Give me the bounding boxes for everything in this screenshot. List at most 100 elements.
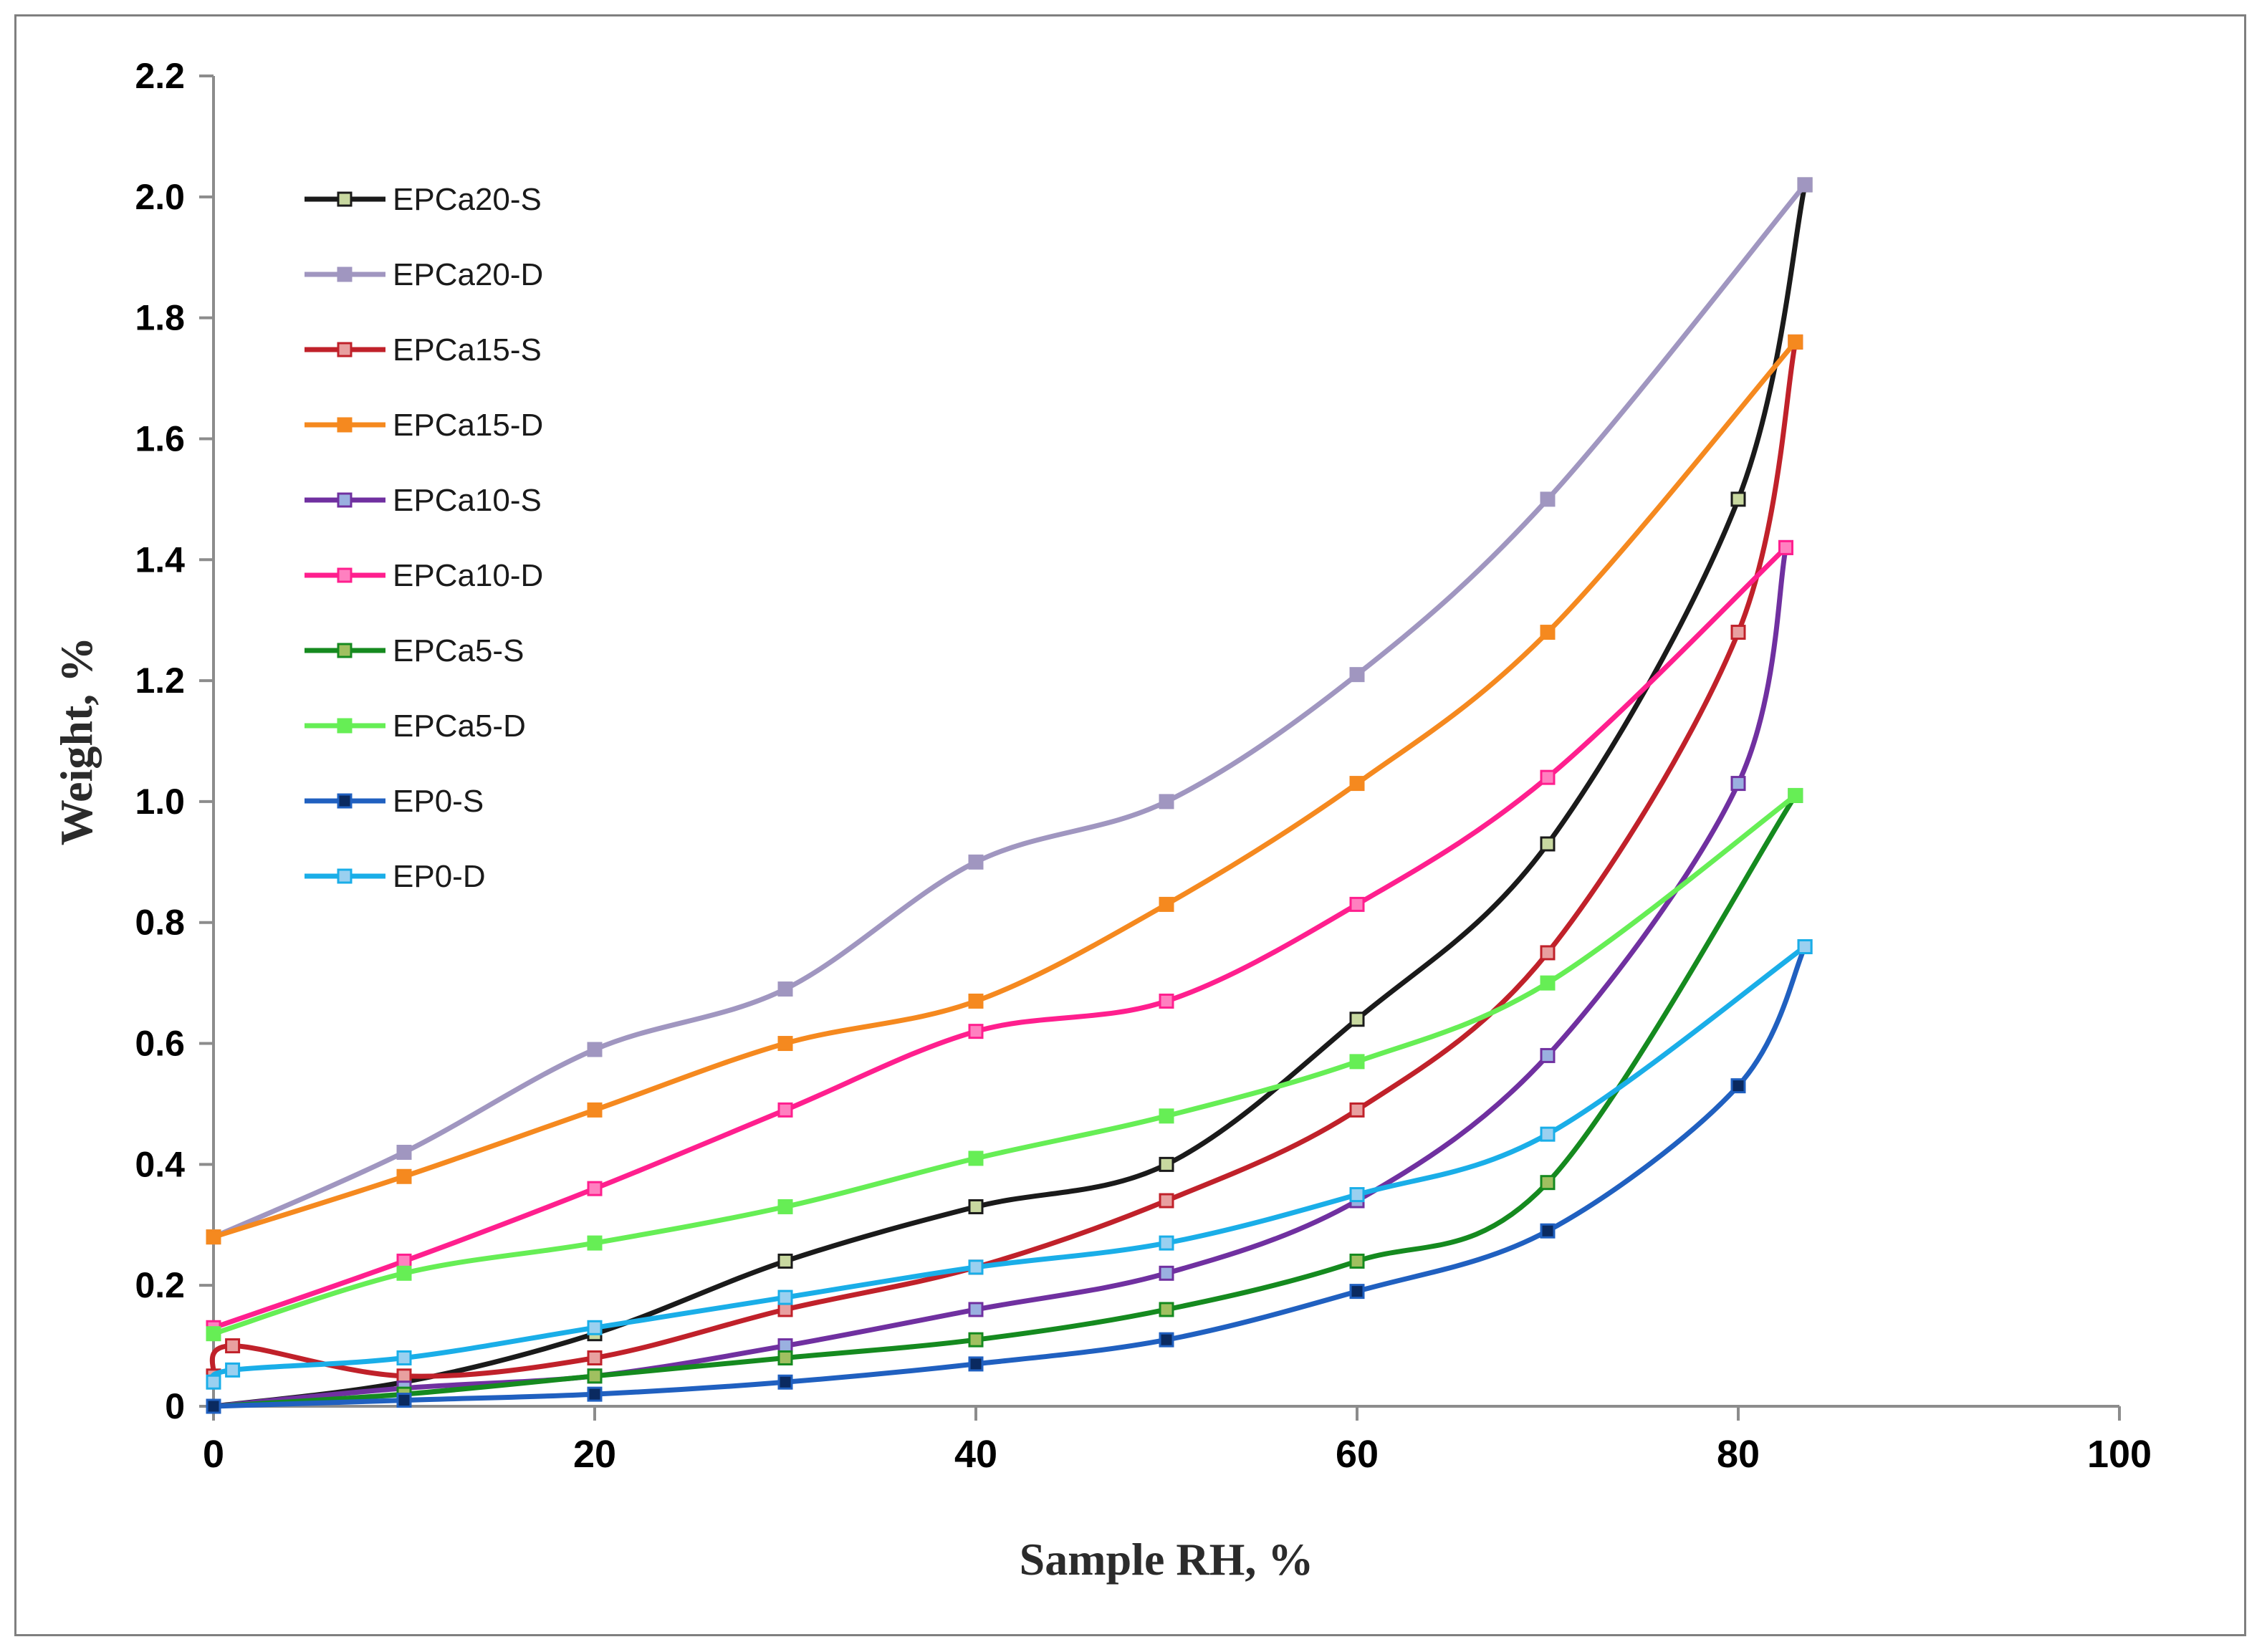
series-line-epca20-d (211, 182, 1808, 1240)
legend-entry-epca10-s: EPCa10-S (305, 483, 542, 518)
data-point (1349, 776, 1365, 792)
y-tick-label: 2.2 (135, 56, 185, 96)
data-point (396, 1265, 412, 1281)
data-point (1349, 1284, 1365, 1300)
data-point (1159, 1156, 1174, 1172)
data-point (206, 1326, 221, 1342)
y-tick-label: 1.2 (135, 661, 185, 701)
data-point (968, 1259, 984, 1275)
data-point (777, 1253, 793, 1269)
data-point (1159, 1265, 1174, 1281)
data-point (587, 1235, 603, 1251)
data-point (1349, 667, 1365, 683)
data-point (1540, 491, 1556, 507)
data-point (777, 1199, 793, 1214)
series-line-epca5-d (211, 793, 1798, 1337)
data-point (1159, 1108, 1174, 1124)
data-point (1159, 1332, 1174, 1348)
data-point (777, 1374, 793, 1390)
data-point (206, 1229, 221, 1245)
legend-marker (337, 868, 353, 884)
chart-frame: 0 0.2 0.4 0.6 0.8 1.0 1.2 1.4 1.6 1.8 2.0 2.2 0 20 40 6… (14, 14, 2246, 1636)
legend-marker (337, 643, 353, 658)
legend-label: EPCa5-D (393, 709, 526, 744)
y-tick-label: 1.0 (135, 782, 185, 822)
legend-entry-ep0-d: EP0-D (305, 859, 486, 894)
legend-label: EP0-D (393, 859, 486, 894)
line-chart: 0 0.2 0.4 0.6 0.8 1.0 1.2 1.4 1.6 1.8 2.0 2.2 0 20 40 6… (51, 56, 2152, 1585)
data-point (396, 1350, 412, 1365)
series-line-epca10-d (211, 544, 1788, 1330)
data-point (968, 1199, 984, 1214)
data-point (1788, 787, 1803, 803)
series-line-ep0-s (211, 944, 1808, 1409)
legend-label: EPCa15-D (393, 408, 543, 443)
data-point (777, 1338, 793, 1354)
data-point (587, 1181, 603, 1196)
legend-label: EPCa5-S (393, 633, 524, 668)
data-point (1159, 896, 1174, 912)
series-layer (206, 177, 1813, 1414)
legend-entry-epca15-d: EPCa15-D (305, 408, 543, 443)
data-point (777, 1302, 793, 1317)
legend-entry-ep0-s: EP0-S (305, 784, 484, 819)
data-point (1540, 1047, 1556, 1063)
data-point (1540, 769, 1556, 785)
axes: 0 0.2 0.4 0.6 0.8 1.0 1.2 1.4 1.6 1.8 2.0 2.2 0 20 40 6… (135, 56, 2152, 1476)
data-point (1159, 993, 1174, 1009)
data-point (777, 1290, 793, 1305)
data-point (1159, 1235, 1174, 1251)
data-point (968, 854, 984, 870)
x-tick-label: 60 (1336, 1433, 1379, 1476)
legend-label: EPCa20-S (393, 182, 542, 217)
data-point (777, 1102, 793, 1118)
legend-entry-epca20-s: EPCa20-S (305, 182, 542, 217)
data-point (1540, 1223, 1556, 1239)
legend-entry-epca10-d: EPCa10-D (305, 558, 543, 593)
data-point (1159, 1193, 1174, 1209)
legend-marker (337, 492, 353, 508)
y-tick-label: 0.6 (135, 1024, 185, 1064)
data-point (968, 1302, 984, 1317)
x-tick-label: 40 (954, 1433, 997, 1476)
data-point (1540, 625, 1556, 640)
y-axis-title: Weight, % (51, 637, 102, 846)
data-point (396, 1368, 412, 1384)
data-point (587, 1320, 603, 1335)
legend-entry-epca5-d: EPCa5-D (305, 709, 526, 744)
data-point (968, 1024, 984, 1039)
data-point (1730, 491, 1746, 507)
data-point (1159, 794, 1174, 810)
data-point (1159, 1302, 1174, 1317)
data-point (225, 1338, 241, 1354)
data-point (777, 981, 793, 997)
data-point (968, 1151, 984, 1166)
y-tick-label: 0 (165, 1386, 185, 1426)
legend-entry-epca15-s: EPCa15-S (305, 332, 542, 368)
legend-marker (337, 793, 353, 809)
series-epca5-d (206, 787, 1803, 1342)
data-point (1797, 177, 1813, 193)
y-tick-label: 0.2 (135, 1265, 185, 1305)
x-tick-label: 0 (203, 1433, 224, 1476)
legend-marker (337, 718, 353, 734)
y-tick-label: 1.6 (135, 418, 185, 458)
series-epca20-d (206, 177, 1813, 1245)
data-point (587, 1350, 603, 1365)
data-point (587, 1386, 603, 1402)
y-tick-label: 0.8 (135, 903, 185, 943)
data-point (1540, 1126, 1556, 1142)
data-point (1349, 896, 1365, 912)
legend-marker (337, 191, 353, 207)
data-point (396, 1393, 412, 1408)
legend-marker (337, 567, 353, 583)
x-tick-label: 80 (1717, 1433, 1760, 1476)
series-epca10-d (206, 539, 1793, 1335)
data-point (225, 1362, 241, 1378)
legend-label: EPCa15-S (393, 332, 542, 368)
x-tick-label: 20 (573, 1433, 616, 1476)
data-point (1540, 1175, 1556, 1191)
legend-marker (337, 417, 353, 433)
data-point (1540, 975, 1556, 991)
data-point (206, 1374, 221, 1390)
